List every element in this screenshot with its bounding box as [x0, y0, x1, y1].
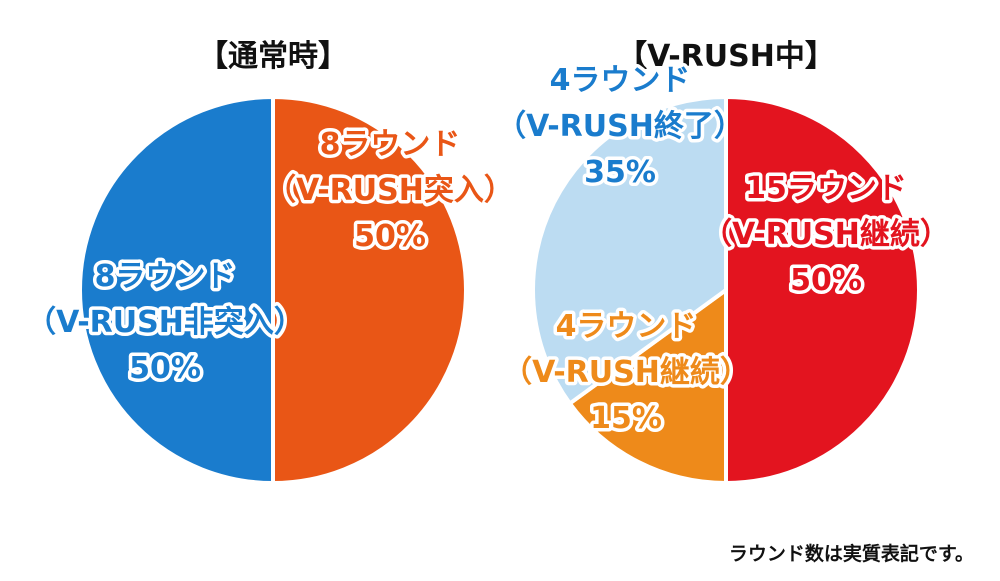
pie-0-slice-0-label-line-0: 8ラウンド	[320, 127, 461, 162]
pie-1-slice-0-label: 15ラウンド （V-RUSH継続） 50%	[702, 171, 950, 298]
pie-0-slice-1-label: 8ラウンド （V-RUSH非突入） 50%	[26, 259, 304, 386]
pie-1-slice-0-label-line-0: 15ラウンド	[745, 171, 907, 206]
pie-1-slice-2	[531, 95, 728, 406]
pie-1-slice-2-label-line-0: 4ラウンド	[550, 63, 691, 98]
pie-0-slice-0	[271, 95, 468, 485]
pie-1-slice-1-label: 4ラウンド （V-RUSH継続） 15%	[502, 309, 750, 436]
pie-1-slice-1	[567, 288, 728, 485]
pie-0-slice-0-label: 8ラウンド （V-RUSH突入） 50%	[266, 127, 514, 254]
pie-1-slice-0	[724, 95, 921, 485]
pie-1-slice-0-label-line-1: （V-RUSH継続）	[702, 217, 950, 252]
pie-1-slice-0-label-line-2: 50%	[790, 263, 862, 298]
pie-0-slice-1-label-line-2: 50%	[129, 351, 201, 386]
footnote: ラウンド数は実質表記です。	[729, 542, 974, 565]
pie-1-slice-2-label-line-2: 35%	[584, 155, 656, 190]
chart-title-normal: 【通常時】	[198, 39, 348, 74]
pie-0-slice-0-label-line-1: （V-RUSH突入）	[266, 173, 514, 208]
pie-1-slice-1-label-line-1: （V-RUSH継続）	[502, 355, 750, 390]
pie-1-slice-1-label-line-0: 4ラウンド	[556, 309, 697, 344]
pie-1-slice-2-label-line-1: （V-RUSH終了）	[496, 109, 744, 144]
pie-0-slice-1-label-line-0: 8ラウンド	[95, 259, 236, 294]
pie-0-slice-0-label-line-2: 50%	[354, 219, 426, 254]
pie-0-slice-1-label-line-1: （V-RUSH非突入）	[26, 305, 304, 340]
pies-group: 8ラウンド（V-RUSH突入） 50%8ラウンド（V-RUSH非突入） 50%15ラ…	[23, 60, 953, 485]
chart-title-vrush: 【V-RUSH中】	[617, 39, 835, 74]
pie-0-slice-1	[78, 95, 275, 485]
pie-1-slice-2-label: 4ラウンド （V-RUSH終了） 35%	[496, 63, 744, 190]
pie-1-slice-1-label-line-2: 15%	[590, 401, 662, 436]
